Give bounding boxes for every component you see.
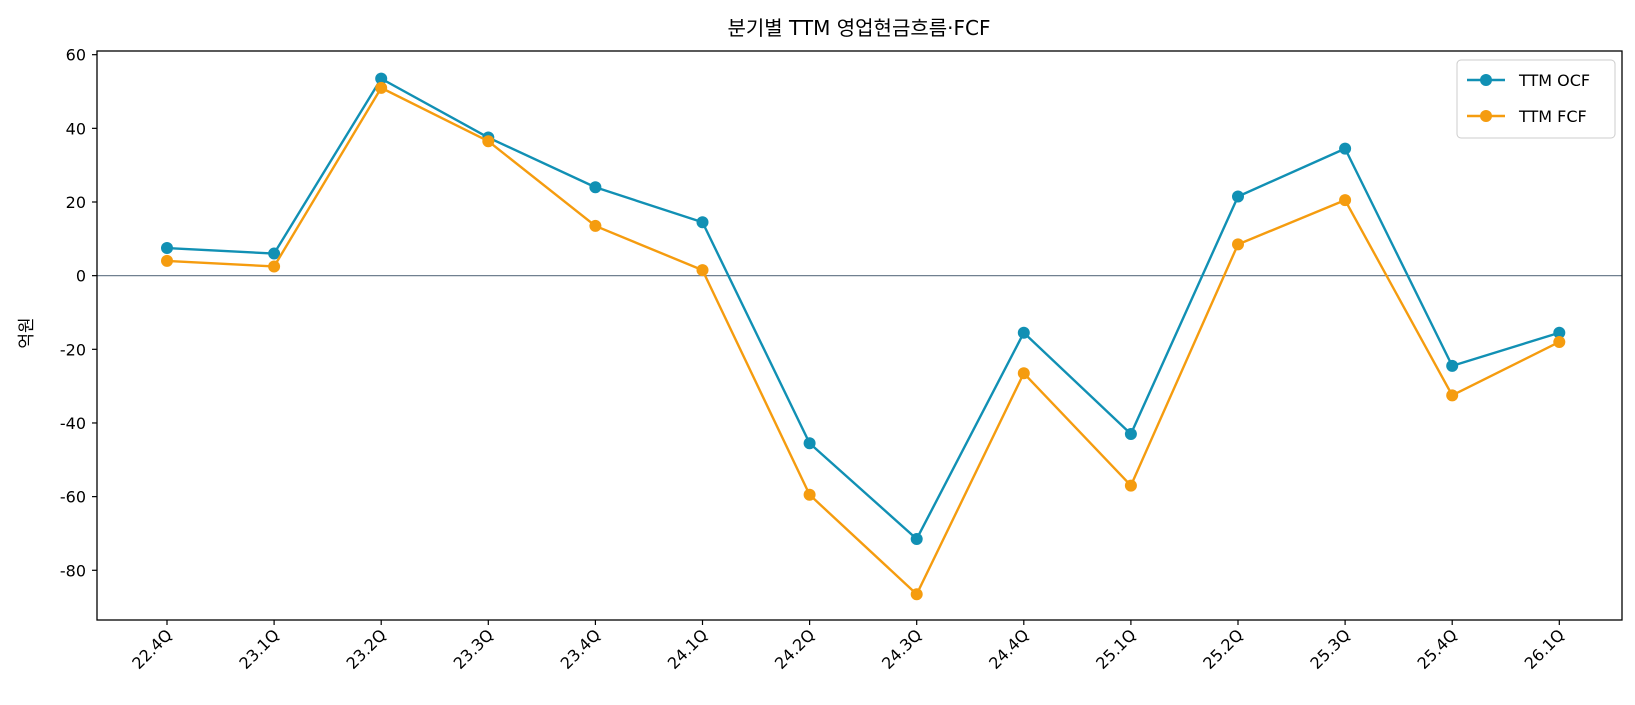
chart-title: 분기별 TTM 영업현금흐름·FCF: [728, 16, 991, 40]
x-axis: 22.4Q 23.1Q 23.2Q 23.3Q 23.4Q 24.1Q 24.2Q 24.3Q…: [128, 620, 1568, 673]
data-point: [161, 254, 173, 267]
series-ttm-ocf: [161, 72, 1566, 545]
y-tick-label: 0: [76, 267, 86, 286]
data-point: [1017, 326, 1030, 339]
legend-marker: [1480, 110, 1492, 122]
data-point: [161, 242, 173, 255]
x-tick-label: 24.1Q: [664, 625, 712, 673]
x-tick-label: 23.1Q: [235, 625, 283, 673]
legend: TTM OCF TTM FCF: [1456, 59, 1616, 139]
data-point: [1553, 326, 1566, 339]
x-tick-label: 23.4Q: [557, 625, 605, 673]
y-tick-label: -40: [60, 414, 86, 433]
data-point: [375, 81, 388, 94]
data-point: [589, 181, 602, 194]
data-point: [910, 588, 923, 601]
x-tick-label: 25.3Q: [1306, 625, 1354, 673]
data-point: [1446, 389, 1459, 402]
series-line: [166, 86, 1560, 596]
y-axis-label: 억원: [17, 317, 37, 348]
y-tick-label: -60: [60, 488, 86, 507]
data-point: [910, 532, 923, 545]
x-tick-label: 23.2Q: [342, 625, 390, 673]
x-tick-label: 25.1Q: [1092, 625, 1140, 673]
data-point: [803, 437, 816, 450]
data-point: [1124, 479, 1137, 492]
x-tick-label: 24.4Q: [985, 625, 1033, 673]
x-tick-label: 22.4Q: [128, 625, 176, 673]
legend-label: TTM OCF: [1518, 71, 1590, 90]
x-tick-label: 26.1Q: [1521, 625, 1569, 673]
plot-series: [161, 72, 1566, 601]
legend-label: TTM FCF: [1518, 107, 1587, 126]
y-tick-label: -80: [60, 561, 86, 580]
data-point: [268, 260, 281, 273]
x-tick-label: 24.3Q: [878, 625, 926, 673]
y-tick-label: 60: [66, 46, 86, 65]
x-tick-label: 24.2Q: [771, 625, 819, 673]
data-point: [1339, 142, 1352, 155]
data-point: [696, 216, 709, 229]
y-tick-label: 20: [66, 193, 86, 212]
y-tick-label: -20: [60, 340, 86, 359]
data-point: [375, 72, 388, 85]
data-point: [1232, 190, 1244, 203]
x-tick-label: 23.3Q: [450, 625, 498, 673]
data-point: [1017, 367, 1030, 380]
plot-frame: [96, 50, 1623, 621]
data-point: [482, 135, 495, 148]
series-line: [166, 77, 1560, 541]
legend-marker: [1480, 74, 1492, 86]
data-point: [1339, 194, 1352, 207]
data-point: [1232, 238, 1244, 251]
y-tick-label: 40: [66, 119, 86, 138]
data-point: [803, 488, 816, 501]
data-point: [1553, 335, 1566, 348]
y-axis: 60 40 20 0 -20 -40 -60 -80: [60, 46, 97, 580]
series-ttm-fcf: [161, 81, 1566, 601]
data-point: [1124, 428, 1137, 441]
data-point: [1446, 359, 1459, 372]
data-point: [696, 264, 709, 277]
x-tick-label: 25.4Q: [1413, 625, 1461, 673]
x-tick-label: 25.2Q: [1199, 625, 1247, 673]
data-point: [268, 247, 281, 260]
data-point: [589, 219, 602, 232]
